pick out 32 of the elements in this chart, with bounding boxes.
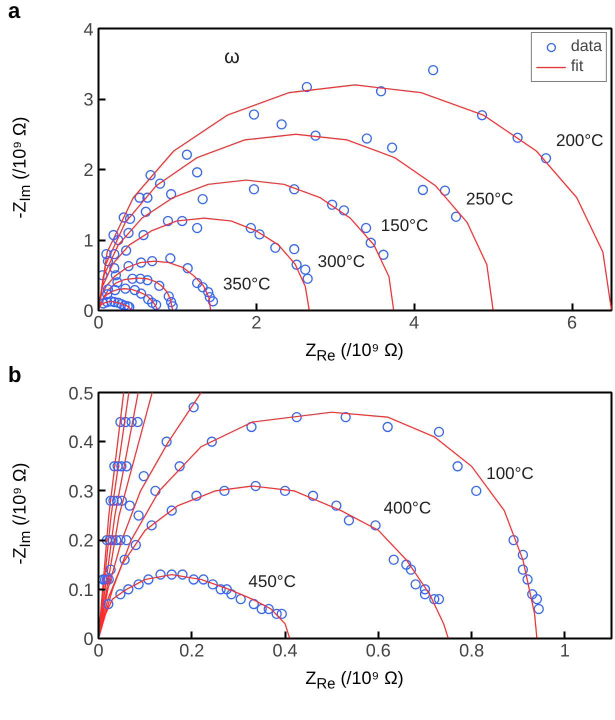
y-tick-label: 0.1 (68, 580, 94, 600)
legend-label: fit (570, 58, 584, 76)
x-axis-title: Z$_{Re}$ (/10⁹ Ω) (305, 668, 404, 695)
chart-title: a (8, 0, 20, 23)
y-tick-label: 4 (83, 20, 94, 40)
y-tick-label: 3 (83, 90, 94, 110)
x-axis-title: Z$_{Re}$ (/10⁹ Ω) (305, 340, 404, 367)
legend-label: data (570, 38, 602, 56)
x-tick-label: 6 (567, 312, 578, 332)
annotation: 350°C (222, 274, 270, 294)
annotation: 100°C (486, 464, 534, 483)
y-tick-label: 2 (83, 160, 94, 180)
chart-title: b (8, 362, 22, 387)
x-tick-label: 2 (251, 312, 262, 332)
y-tick-label: 1 (83, 230, 94, 250)
annotation: 250°C (466, 190, 514, 209)
y-tick-label: 0.5 (68, 384, 94, 404)
annotation: 400°C (384, 498, 432, 518)
x-tick-label: 0.2 (179, 640, 204, 660)
x-tick-label: 0.6 (366, 640, 391, 660)
y-tick-label: 0.3 (68, 481, 94, 502)
annotation: 450°C (248, 572, 296, 592)
y-tick-label: 0.2 (68, 530, 94, 551)
x-tick-label: 1 (560, 640, 570, 660)
y-tick-label: 0.4 (68, 432, 94, 452)
x-tick-label: 4 (409, 312, 420, 332)
annotation: ω (224, 46, 240, 68)
x-tick-label: 0.8 (459, 640, 484, 660)
annotation: 300°C (318, 252, 366, 271)
x-tick-label: 0.4 (272, 640, 298, 660)
annotation: 150°C (380, 216, 428, 235)
annotation: 200°C (556, 131, 604, 150)
